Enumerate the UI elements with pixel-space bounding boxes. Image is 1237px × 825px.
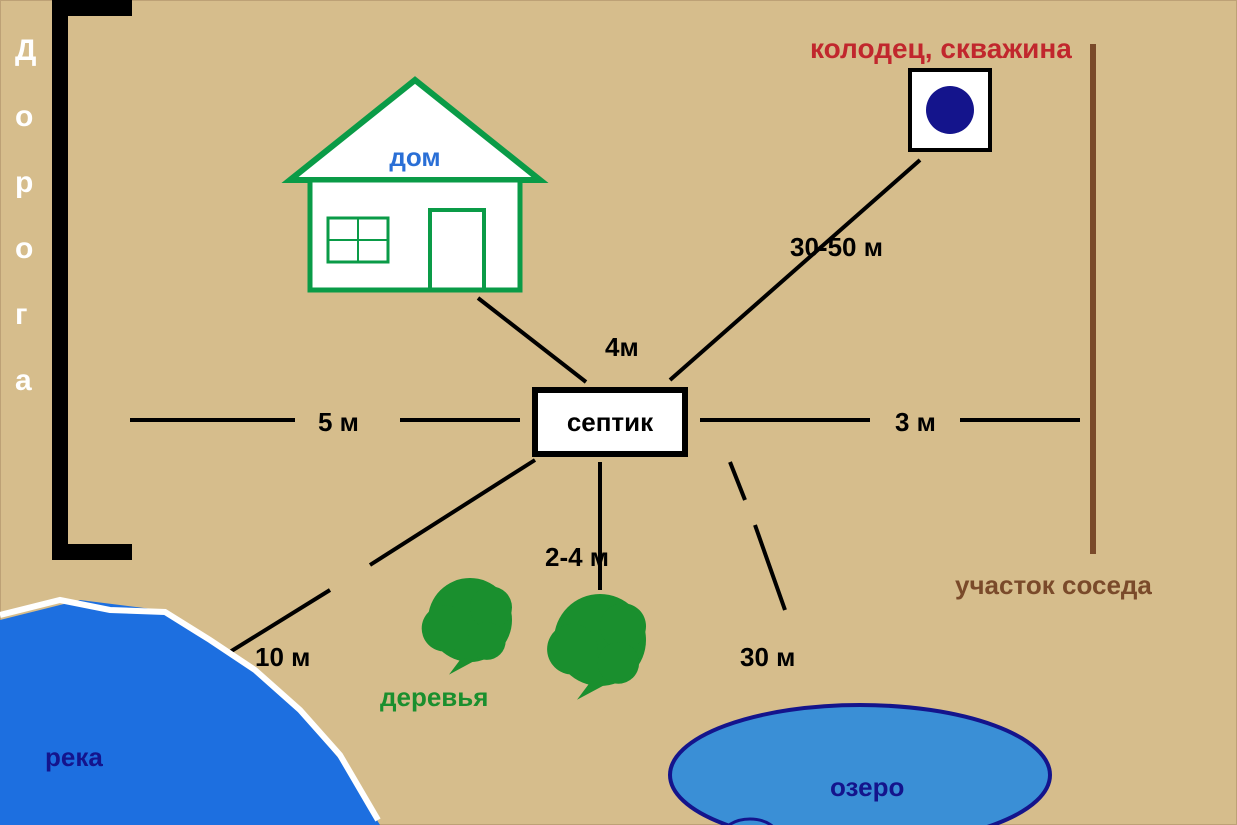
road-bar-bottom <box>52 544 132 560</box>
diagram-svg: Дорогадомколодец, скважинаучасток соседа… <box>0 0 1237 825</box>
road-letter-3: о <box>15 232 33 265</box>
road-bar-vert <box>52 0 68 560</box>
septic-label: септик <box>567 407 654 437</box>
road-letter-2: р <box>15 166 33 199</box>
lake-shape <box>670 705 1050 825</box>
road-letter-4: г <box>15 298 28 331</box>
neighbor-label: участок соседа <box>955 570 1152 600</box>
distance-d-road: 5 м <box>318 407 359 437</box>
distance-d-house: 4м <box>605 332 639 362</box>
house-label: дом <box>389 142 440 172</box>
diagram-stage: Дорогадомколодец, скважинаучасток соседа… <box>0 0 1237 825</box>
road-letter-0: Д <box>15 34 36 67</box>
trees-label: деревья <box>380 682 488 712</box>
well-title: колодец, скважина <box>810 33 1072 64</box>
distance-d-river: 10 м <box>255 642 310 672</box>
house-body <box>310 180 520 290</box>
river-label: река <box>45 742 103 772</box>
distance-d-trees: 2-4 м <box>545 542 609 572</box>
road-letter-5: а <box>15 364 32 397</box>
distance-d-well: 30-50 м <box>790 232 883 262</box>
well-icon <box>926 86 974 134</box>
lake-label: озеро <box>830 772 904 802</box>
distance-d-neigh: 3 м <box>895 407 936 437</box>
neighbor-line <box>1090 44 1096 554</box>
distance-d-lake: 30 м <box>740 642 795 672</box>
road-letter-1: о <box>15 100 33 133</box>
